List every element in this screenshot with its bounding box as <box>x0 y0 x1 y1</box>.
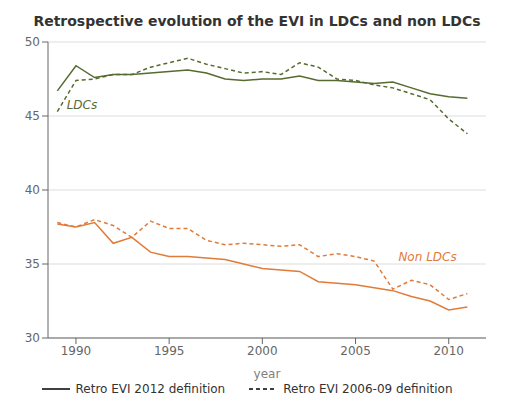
svg-text:50: 50 <box>25 35 40 49</box>
svg-text:2010: 2010 <box>433 344 464 358</box>
svg-text:30: 30 <box>25 331 40 345</box>
svg-text:40: 40 <box>25 183 40 197</box>
svg-text:2005: 2005 <box>340 344 371 358</box>
svg-text:45: 45 <box>25 109 40 123</box>
html-text:Retrospective evolution of the: Retrospective evolution of the EVI in LD… <box>33 13 481 29</box>
svg-text:35: 35 <box>25 257 40 271</box>
html-text:Retro EVI 2006-09 definition: Retro EVI 2006-09 definition <box>283 382 453 396</box>
svg-text:1990: 1990 <box>61 344 92 358</box>
svg-text:LDCs: LDCs <box>67 98 98 112</box>
html-text:Retro EVI 2012 definition: Retro EVI 2012 definition <box>75 382 226 396</box>
svg-text:year: year <box>254 367 281 381</box>
svg-text:Non LDCs: Non LDCs <box>398 250 456 264</box>
svg-text:2000: 2000 <box>247 344 278 358</box>
svg-text:1995: 1995 <box>154 344 185 358</box>
